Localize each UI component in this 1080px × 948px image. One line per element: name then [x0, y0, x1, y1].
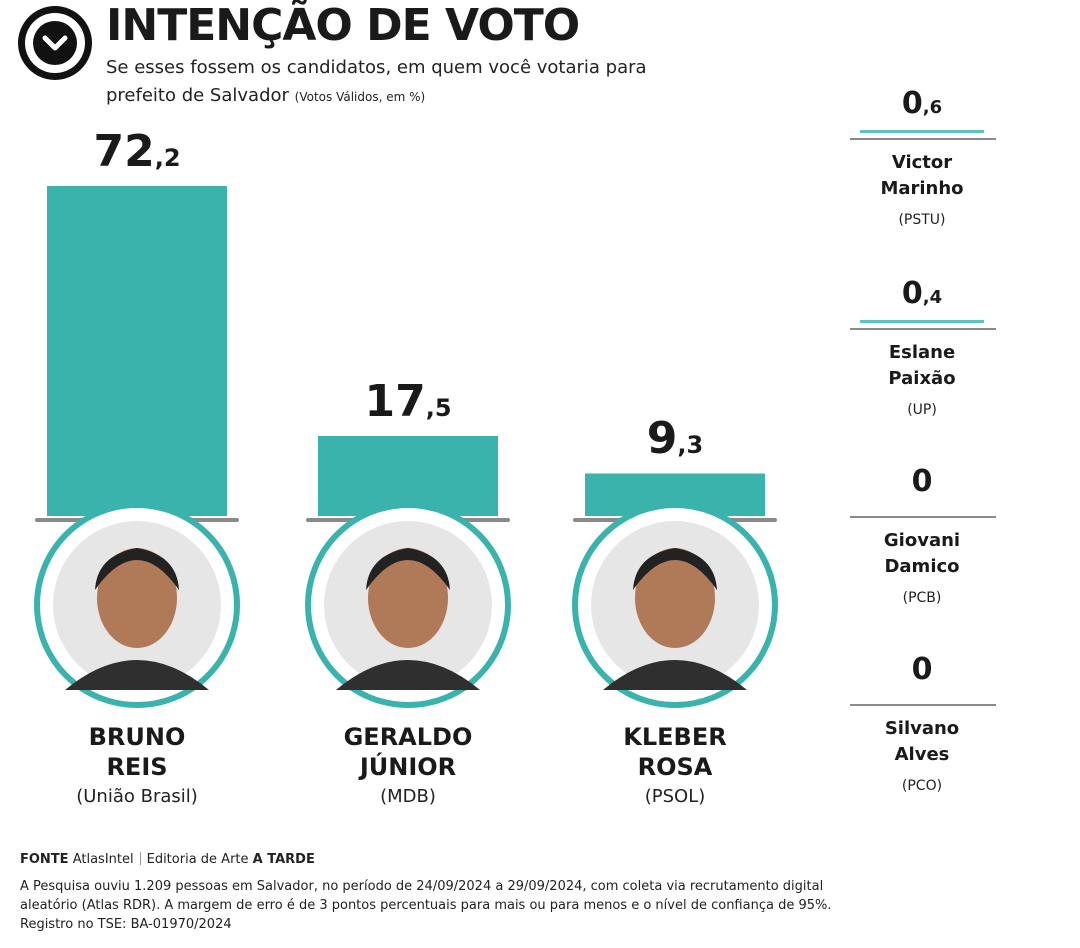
side-name-line: Damico	[884, 556, 960, 577]
candidate-name-line: REIS	[106, 753, 168, 781]
footer-source: FONTE AtlasIntel Editoria de Arte A TARDE	[20, 850, 315, 869]
side-name-line: Eslane	[888, 342, 956, 363]
value-integer: 0	[911, 652, 933, 687]
side-name-line: Giovani	[883, 530, 961, 551]
side-candidate-name: Silvano Alves	[832, 716, 1012, 768]
side-candidate-party: (PSTU)	[898, 212, 946, 228]
value-decimal: ,4	[922, 287, 943, 308]
value-decimal: ,2	[154, 144, 181, 172]
footer-divider	[139, 852, 141, 865]
portrait-hair	[366, 548, 450, 590]
value-integer: 9	[646, 413, 678, 465]
side-name-line: Silvano	[884, 718, 960, 739]
value-decimal: ,5	[425, 394, 452, 422]
value-decimal: ,6	[922, 97, 943, 118]
subtitle-text: prefeito de Salvador	[106, 85, 289, 106]
value-integer: 0	[901, 86, 923, 121]
side-candidate-name: Victor Marinho	[832, 150, 1012, 202]
side-bar	[860, 130, 984, 133]
portrait-shoulders	[65, 660, 209, 690]
footer-note: A Pesquisa ouviu 1.209 pessoas em Salvad…	[20, 877, 831, 934]
side-baseline	[850, 328, 996, 330]
source-name: AtlasIntel	[72, 852, 134, 867]
portrait-face	[97, 548, 177, 648]
chart-title: INTENÇÃO DE VOTO	[106, 0, 580, 51]
candidate-name-line: JÚNIOR	[359, 753, 457, 781]
side-baseline	[850, 704, 996, 706]
candidate-name: BRUNO REIS	[27, 722, 247, 782]
side-name-line: Victor	[891, 152, 953, 173]
credit-prefix: Editoria de Arte	[146, 852, 249, 867]
candidate-party: (União Brasil)	[76, 786, 198, 807]
side-baseline	[850, 516, 996, 518]
bar-value-label: 72,2	[37, 126, 237, 177]
bar	[47, 186, 227, 516]
side-value-label: 0	[862, 464, 982, 499]
subtitle-line-1: Se esses fossem os candidatos, em quem v…	[106, 57, 647, 78]
side-bar	[860, 320, 984, 323]
portrait-face	[368, 548, 448, 648]
portrait-hair	[633, 548, 717, 590]
candidate-name-line: ROSA	[637, 753, 713, 781]
side-candidate-name: Eslane Paixão	[832, 340, 1012, 392]
side-name-line: Alves	[894, 744, 950, 765]
portrait-shoulders	[336, 660, 480, 690]
candidate-name-line: BRUNO	[88, 723, 186, 751]
credit-brand: A TARDE	[252, 852, 315, 867]
side-name-line: Paixão	[888, 368, 956, 389]
value-integer: 0	[911, 464, 933, 499]
note-line-1: A Pesquisa ouviu 1.209 pessoas em Salvad…	[20, 879, 824, 894]
chart-subtitle: Se esses fossem os candidatos, em quem v…	[106, 54, 746, 111]
bar-value-label: 9,3	[575, 413, 775, 464]
candidate-name-line: GERALDO	[343, 723, 473, 751]
side-candidate-name: Giovani Damico	[832, 528, 1012, 580]
candidate-name: GERALDO JÚNIOR	[298, 722, 518, 782]
portrait-hair	[95, 548, 179, 590]
value-integer: 72	[93, 126, 155, 177]
candidate-party: (PSOL)	[644, 786, 706, 807]
candidate-party: (MDB)	[380, 786, 436, 807]
side-value-label: 0,4	[862, 276, 982, 311]
side-candidate-party: (UP)	[907, 402, 937, 418]
side-candidate-party: (PCB)	[902, 590, 942, 606]
side-value-label: 0,6	[862, 86, 982, 121]
side-baseline	[850, 138, 996, 140]
bar-value-label: 17,5	[308, 376, 508, 427]
candidate-name: KLEBER ROSA	[565, 722, 785, 782]
candidate-name-line: KLEBER	[623, 723, 727, 751]
portrait-shoulders	[603, 660, 747, 690]
value-integer: 17	[364, 376, 426, 427]
subtitle-note: (Votos Válidos, em %)	[294, 90, 426, 104]
note-line-3: Registro no TSE: BA-01970/2024	[20, 917, 232, 932]
side-name-line: Marinho	[880, 178, 964, 199]
checkmark-logo-icon	[18, 6, 92, 80]
source-label: FONTE	[20, 852, 69, 867]
note-line-2: aleatório (Atlas RDR). A margem de erro …	[20, 898, 832, 913]
side-candidate-party: (PCO)	[901, 778, 943, 794]
subtitle-line-2: prefeito de Salvador (Votos Válidos, em …	[106, 82, 746, 111]
side-value-label: 0	[862, 652, 982, 687]
value-integer: 0	[901, 276, 923, 311]
portrait-face	[635, 548, 715, 648]
value-decimal: ,3	[677, 431, 704, 460]
